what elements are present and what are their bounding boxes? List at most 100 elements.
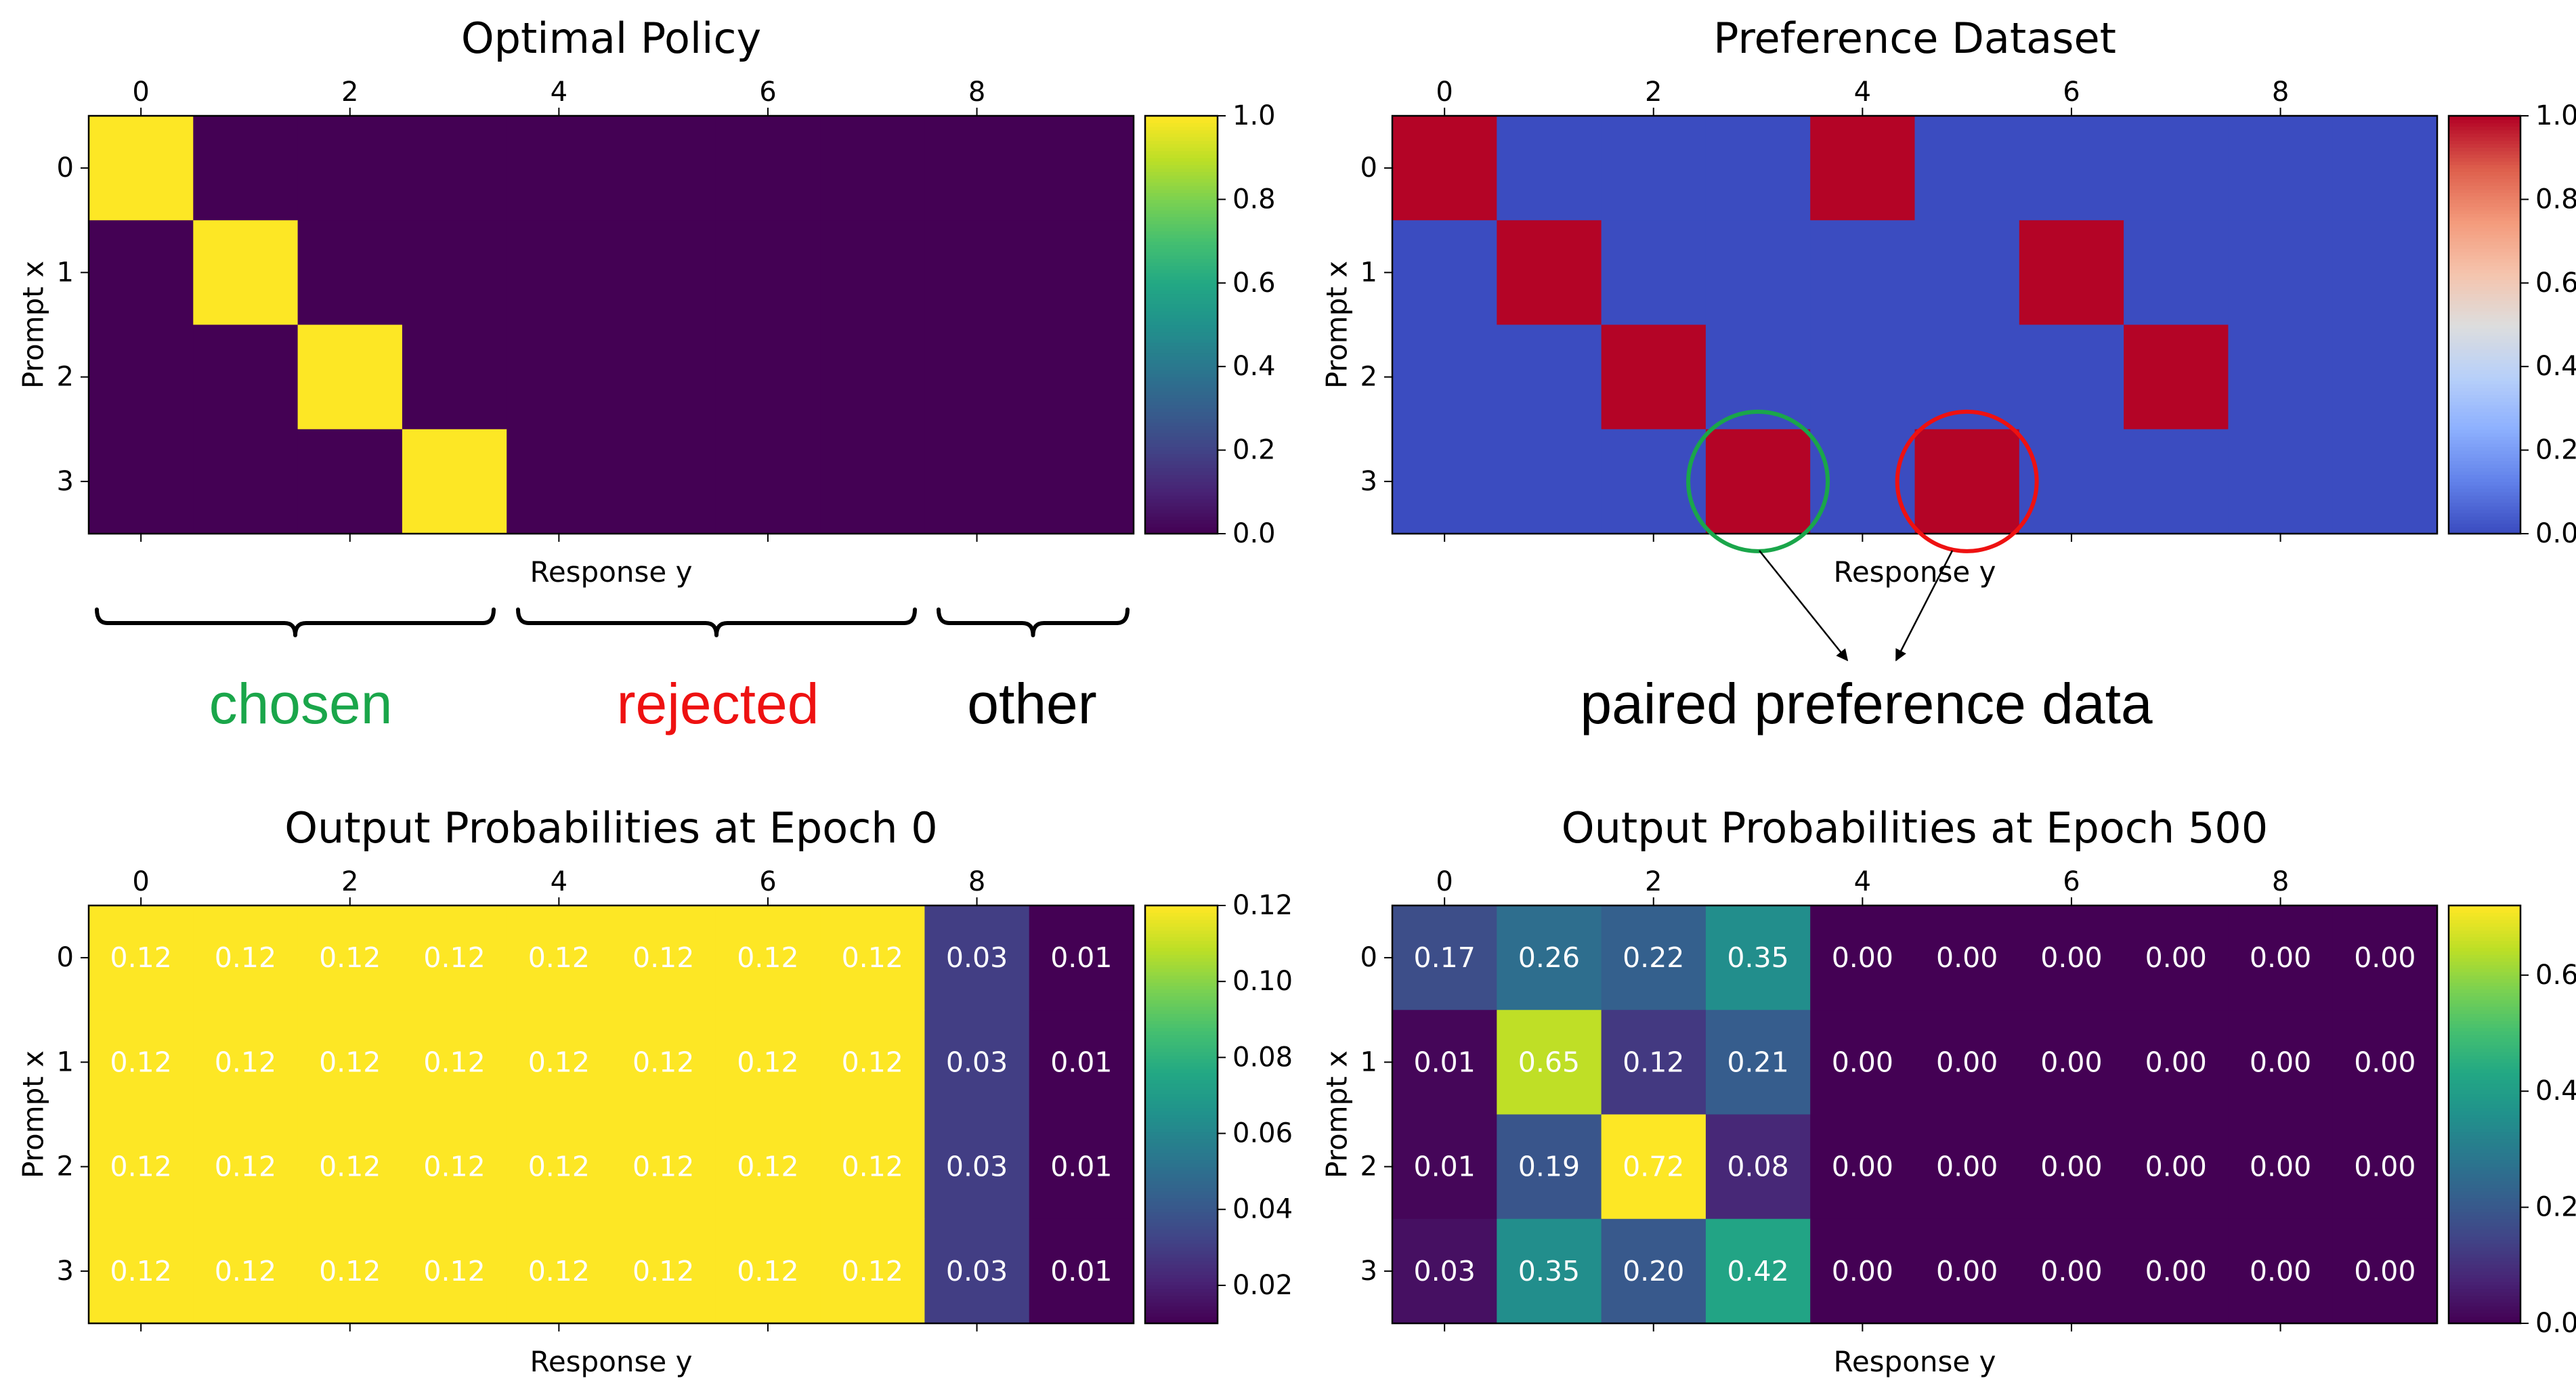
cell-value-label: 0.00 [1832, 941, 1893, 974]
cell-value-label: 0.00 [1832, 1151, 1893, 1183]
colorbar-band [1145, 1128, 1218, 1133]
colorbar-band [2449, 1159, 2520, 1164]
colorbar-band [2449, 1191, 2520, 1195]
heatmap-cell [715, 116, 821, 221]
colorbar-band [2449, 474, 2520, 479]
colorbar-band [1145, 272, 1218, 277]
colorbar-band [2449, 119, 2520, 124]
colorbar-band [1145, 443, 1218, 448]
heatmap-cell [2332, 116, 2438, 221]
x-axis-ticks: 0 2 4 6 8 [1436, 866, 2289, 1331]
heatmap-cell [1497, 324, 1602, 430]
colorbar-band [2449, 1069, 2520, 1073]
cell-value-label: 0.00 [1936, 1255, 1998, 1287]
colorbar-band [1145, 1038, 1218, 1042]
colorbar-band [1145, 1313, 1218, 1317]
cell-value-label: 0.12 [1623, 1046, 1684, 1078]
heatmap-cell [297, 1218, 403, 1324]
heatmap-cell [1810, 220, 1916, 326]
heatmap-cell [1914, 1114, 2020, 1220]
colorbar-band [1145, 321, 1218, 326]
heatmap-cell [1601, 220, 1706, 326]
heatmap-cell [1392, 1010, 1497, 1115]
heatmap-cell [1810, 1010, 1916, 1115]
heatmap-panels: 0 2 4 6 8 0 1 2 3 Optimal Policy Response y Prompt … [17, 14, 2576, 1378]
colorbar-band [1145, 1031, 1218, 1036]
heatmap-cell [1029, 1114, 1134, 1220]
colorbar-band [1145, 1218, 1218, 1223]
y-axis-label: Prompt x [1321, 261, 1354, 389]
colorbar-band [1145, 982, 1218, 987]
colorbar-band [1145, 1191, 1218, 1195]
heatmap-cell [1705, 116, 1811, 221]
heatmap-cell [2124, 905, 2229, 1010]
colorbar-band [2449, 1257, 2520, 1262]
colorbar-band [2449, 933, 2520, 938]
colorbar-band [2449, 227, 2520, 232]
colorbar-band [1145, 922, 1218, 927]
cell-value-label: 0.01 [1414, 1046, 1476, 1078]
colorbar-band [2449, 1275, 2520, 1279]
cell-value-label: 0.12 [110, 1255, 172, 1287]
heatmap-cell [820, 1010, 925, 1115]
brace-chosen [95, 607, 496, 637]
heatmap-cell [1601, 324, 1706, 430]
colorbar-band [1145, 1013, 1218, 1018]
x-tick-label: 0 [1436, 77, 1453, 108]
colorbar-band [1145, 199, 1218, 204]
cell-value-label: 0.00 [2250, 1255, 2311, 1287]
cell-value-label: 0.03 [946, 1151, 1008, 1183]
cell-value-label: 0.08 [1727, 1151, 1788, 1183]
cell-value-label: 0.12 [842, 941, 903, 974]
colorbar-band [1145, 310, 1218, 315]
heatmap-cell [2228, 905, 2334, 1010]
colorbar-band [2449, 404, 2520, 409]
heatmap-cell [402, 1218, 507, 1324]
heatmap-cell [1810, 116, 1916, 221]
colorbar-band [2449, 916, 2520, 920]
heatmap-cell [2124, 429, 2229, 534]
cell-value-label: 0.12 [528, 941, 590, 974]
colorbar-band [2449, 513, 2520, 517]
colorbar-band [2449, 464, 2520, 469]
heatmap-cell [297, 324, 403, 430]
colorbar-frame [1144, 904, 1219, 1325]
colorbar-band [1145, 241, 1218, 246]
heatmap-cell [1497, 1218, 1602, 1324]
cell-value-label: 0.00 [2354, 1151, 2416, 1183]
colorbar-band [1145, 1124, 1218, 1129]
colorbar-band [1145, 387, 1218, 391]
colorbar-band [1145, 440, 1218, 444]
colorbar-band [2449, 937, 2520, 941]
colorbar-band [1145, 1233, 1218, 1237]
heatmap-cells [89, 905, 1134, 1324]
label-rejected: rejected [617, 672, 819, 735]
colorbar-band [2449, 989, 2520, 994]
colorbar-tick-label: 0.4 [1232, 351, 1276, 382]
cell-value-label: 0.00 [2250, 1151, 2311, 1183]
heatmap-cell [507, 220, 612, 326]
y-axis-ticks: 0 1 2 3 [1360, 152, 1392, 497]
colorbar-band [1145, 415, 1218, 420]
heatmap-cell [1392, 116, 1497, 221]
colorbar-band [1145, 318, 1218, 322]
heatmap-cell [1029, 220, 1134, 326]
colorbar-band [1145, 349, 1218, 354]
heatmap-cell [1914, 116, 2020, 221]
colorbar-band [2449, 950, 2520, 955]
heatmap-cell [2228, 220, 2334, 326]
cell-value-label: 0.00 [1832, 1046, 1893, 1078]
colorbar-band [2449, 188, 2520, 193]
heatmap-cell [820, 220, 925, 326]
heatmap-cell [507, 1218, 612, 1324]
colorbar-band [1145, 314, 1218, 319]
colorbar-band [2449, 1254, 2520, 1258]
heatmap-cell [2124, 1218, 2229, 1324]
colorbar-band [2449, 1302, 2520, 1307]
colorbar-tick-label: 0.6 [2535, 960, 2576, 991]
heatmap-cell [611, 116, 716, 221]
cell-value-label: 0.12 [632, 941, 694, 974]
heatmap-cell [924, 324, 1030, 430]
colorbar-band [1145, 505, 1218, 510]
colorbar-band [2449, 192, 2520, 197]
